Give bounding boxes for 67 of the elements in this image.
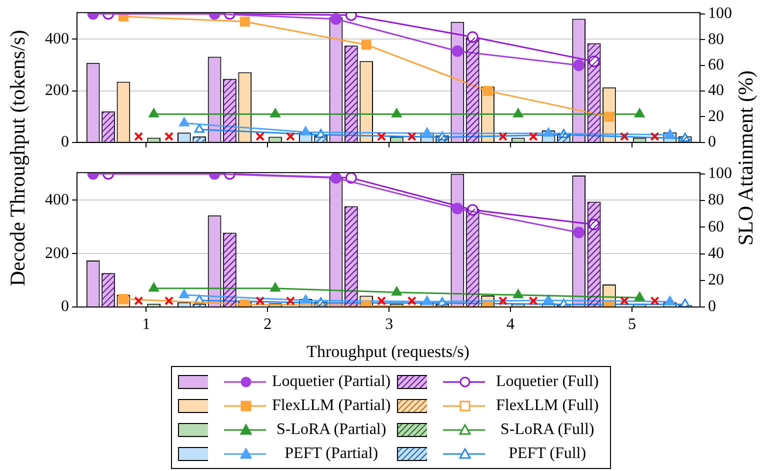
y2-tick-label: 20 [708, 108, 724, 125]
legend-label: Loquetier (Full) [495, 372, 600, 390]
x-tick-label: 5 [628, 316, 636, 333]
legend-label: PEFT (Full) [508, 444, 588, 462]
y-axis-title: Decode Throughput (tokens/s) [6, 30, 30, 286]
legend-label: PEFT (Partial) [284, 444, 380, 462]
x-tick-label: 3 [385, 316, 394, 333]
y-tick-label: 200 [45, 244, 69, 262]
y2-tick-label: 0 [708, 298, 716, 316]
point [179, 289, 190, 298]
y2-tick-label: 100 [708, 165, 732, 182]
point [330, 13, 342, 25]
y2-tick-label: 20 [708, 272, 724, 289]
point [179, 117, 190, 126]
x-tick-label: 1 [142, 316, 150, 333]
y-tick-label: 400 [45, 191, 69, 208]
point [513, 108, 524, 118]
y2-tick-label: 40 [708, 244, 724, 262]
point [482, 86, 493, 96]
y2-tick-label: 80 [708, 30, 724, 48]
legend-label: FlexLLM (Partial) [272, 396, 391, 414]
point [664, 296, 676, 305]
point [240, 16, 250, 27]
point [452, 45, 464, 57]
y-tick-label: 400 [45, 30, 69, 48]
y2-tick-label: 100 [708, 5, 732, 22]
y-tick-label: 0 [61, 298, 69, 316]
point [466, 31, 478, 43]
x-tick-label: 4 [506, 316, 515, 333]
y2-tick-label: 60 [708, 56, 724, 74]
y2-tick-label: 80 [708, 192, 724, 209]
y-tick-label: 0 [61, 134, 69, 151]
y2-tick-label: 60 [708, 218, 724, 236]
y2-axis-title: SLO Attainment (%) [734, 70, 758, 246]
point [573, 60, 585, 72]
point [604, 112, 614, 122]
legend-label: S-LoRA (Full) [499, 420, 596, 438]
legend-label: FlexLLM (Full) [494, 396, 600, 414]
point [148, 108, 159, 118]
point [543, 294, 554, 304]
legend-label: S-LoRA (Partial) [275, 420, 388, 438]
point [664, 128, 676, 138]
point [422, 128, 432, 137]
point [300, 294, 311, 304]
point [330, 172, 342, 184]
point [270, 108, 280, 118]
point [300, 126, 311, 136]
y-tick-label: 200 [45, 82, 69, 99]
point [422, 296, 432, 305]
point [634, 292, 645, 301]
y2-tick-label: 40 [708, 82, 724, 100]
point [392, 108, 402, 118]
point [513, 289, 524, 298]
point [270, 282, 280, 292]
legend-label: Loquetier (Partial) [272, 372, 391, 390]
point [452, 202, 464, 214]
x-tick-label: 2 [264, 316, 272, 333]
y2-tick-label: 0 [708, 134, 716, 151]
point [240, 299, 250, 307]
point [573, 226, 585, 238]
x-axis-title: Throughput (requests/s) [306, 342, 470, 362]
point [392, 286, 402, 296]
point [148, 282, 159, 292]
point [361, 40, 372, 50]
point [634, 108, 645, 118]
point [194, 124, 204, 133]
point [543, 128, 554, 137]
